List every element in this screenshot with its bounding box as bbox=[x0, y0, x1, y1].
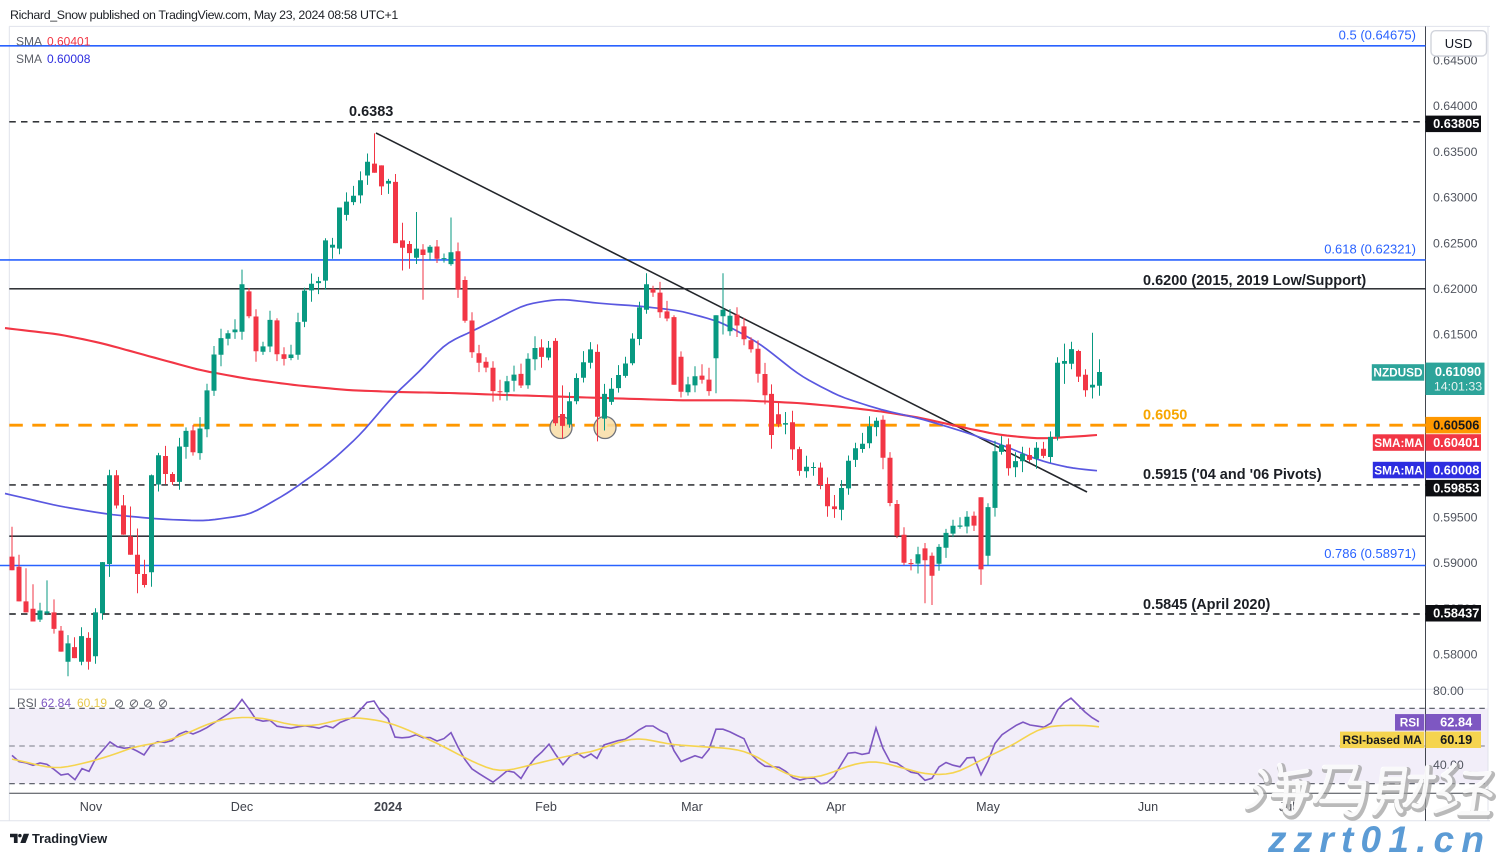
svg-text:USD: USD bbox=[1445, 36, 1472, 51]
svg-text:0.63500: 0.63500 bbox=[1433, 145, 1478, 159]
svg-text:Nov: Nov bbox=[80, 800, 103, 814]
svg-text:60.19: 60.19 bbox=[1440, 732, 1472, 747]
svg-text:0.64500: 0.64500 bbox=[1433, 54, 1478, 68]
svg-text:Jun: Jun bbox=[1138, 800, 1158, 814]
svg-text:0.6050: 0.6050 bbox=[1143, 408, 1187, 424]
svg-text:80.00: 80.00 bbox=[1433, 684, 1464, 698]
svg-text:0.60008: 0.60008 bbox=[47, 52, 91, 66]
svg-text:0.5845 (April 2020): 0.5845 (April 2020) bbox=[1143, 597, 1271, 613]
svg-text:RSI-based MA: RSI-based MA bbox=[1342, 733, 1422, 747]
svg-text:62.84: 62.84 bbox=[41, 696, 71, 710]
svg-text:0.60008: 0.60008 bbox=[1433, 462, 1479, 477]
svg-text:0.64000: 0.64000 bbox=[1433, 99, 1478, 113]
svg-text:0.62500: 0.62500 bbox=[1433, 236, 1478, 250]
svg-text:Dec: Dec bbox=[231, 800, 253, 814]
svg-text:RSI: RSI bbox=[17, 696, 37, 710]
svg-text:0.59853: 0.59853 bbox=[1433, 481, 1479, 496]
svg-text:0.59000: 0.59000 bbox=[1433, 556, 1478, 570]
svg-text:62.84: 62.84 bbox=[1440, 715, 1473, 730]
svg-text:0.60401: 0.60401 bbox=[1433, 435, 1479, 450]
svg-text:0.60401: 0.60401 bbox=[47, 35, 91, 49]
svg-text:0.5 (0.64675): 0.5 (0.64675) bbox=[1339, 28, 1416, 43]
svg-text:Richard_Snow published on Trad: Richard_Snow published on TradingView.co… bbox=[10, 8, 398, 22]
svg-text:SMA: SMA bbox=[16, 52, 42, 66]
svg-text:0.59500: 0.59500 bbox=[1433, 511, 1478, 525]
svg-text:RSI: RSI bbox=[1400, 716, 1420, 730]
svg-text:TradingView: TradingView bbox=[32, 831, 107, 846]
svg-text:NZDUSD: NZDUSD bbox=[1373, 366, 1423, 380]
svg-text:0.5915 ('04 and '06 Pivots): 0.5915 ('04 and '06 Pivots) bbox=[1143, 467, 1322, 483]
svg-text:0.63000: 0.63000 bbox=[1433, 191, 1478, 205]
svg-text:zzrt01.cn: zzrt01.cn bbox=[1267, 819, 1491, 857]
svg-text:60.19: 60.19 bbox=[77, 696, 107, 710]
svg-text:SMA:MA: SMA:MA bbox=[1374, 436, 1423, 450]
svg-text:Feb: Feb bbox=[535, 800, 557, 814]
svg-text:SMA:MA: SMA:MA bbox=[1374, 463, 1423, 477]
svg-text:0.786 (0.58971): 0.786 (0.58971) bbox=[1324, 546, 1416, 561]
svg-text:0.63805: 0.63805 bbox=[1433, 116, 1479, 131]
svg-text:0.62000: 0.62000 bbox=[1433, 282, 1478, 296]
svg-text:0.61090: 0.61090 bbox=[1435, 364, 1481, 379]
svg-text:0.60506: 0.60506 bbox=[1433, 418, 1479, 433]
svg-text:SMA: SMA bbox=[16, 35, 42, 49]
svg-text:0.58437: 0.58437 bbox=[1433, 606, 1479, 621]
svg-text:0.58000: 0.58000 bbox=[1433, 648, 1478, 662]
svg-text:0.6200 (2015, 2019 Low/Support: 0.6200 (2015, 2019 Low/Support) bbox=[1143, 273, 1366, 289]
svg-text:2024: 2024 bbox=[374, 800, 402, 814]
svg-text:Apr: Apr bbox=[826, 800, 846, 814]
svg-text:0.618 (0.62321): 0.618 (0.62321) bbox=[1324, 242, 1416, 257]
svg-text:14:01:33: 14:01:33 bbox=[1434, 380, 1482, 394]
svg-text:Mar: Mar bbox=[681, 800, 703, 814]
svg-text:May: May bbox=[976, 800, 1000, 814]
svg-text:0.6383: 0.6383 bbox=[349, 104, 393, 120]
svg-text:0.61500: 0.61500 bbox=[1433, 328, 1478, 342]
